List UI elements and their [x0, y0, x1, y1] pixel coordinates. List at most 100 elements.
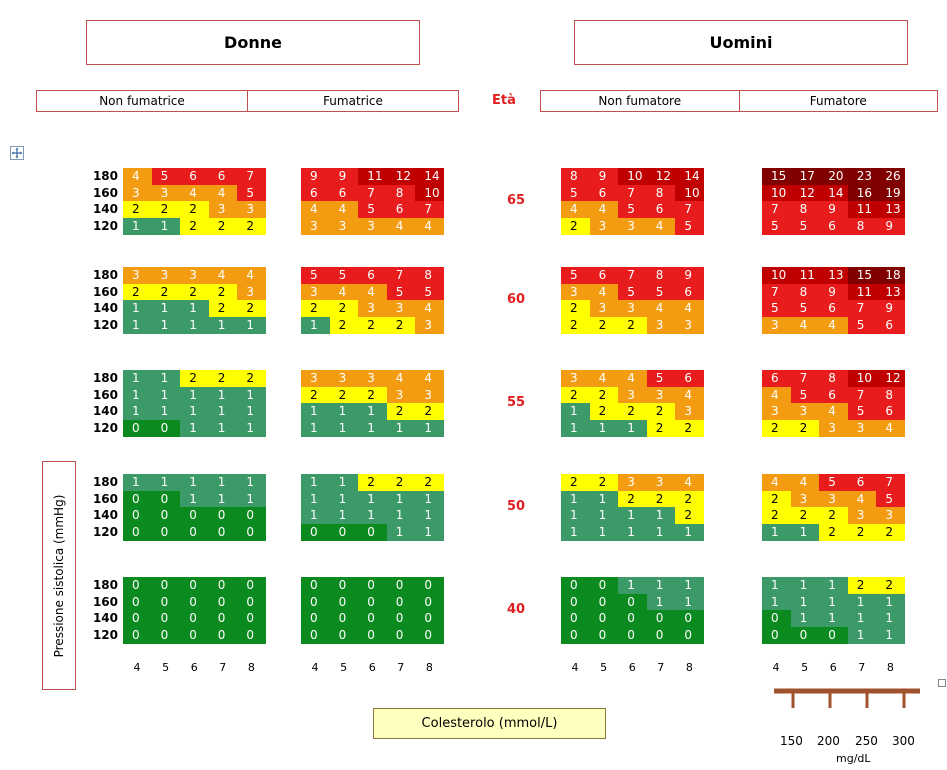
risk-cell: 4	[646, 300, 676, 318]
risk-cell: 3	[151, 184, 181, 202]
risk-cell: 0	[208, 523, 238, 541]
risk-cell: 7	[876, 474, 906, 491]
risk-cell: 0	[123, 593, 152, 611]
risk-cell: 0	[358, 626, 388, 644]
risk-cell: 0	[589, 577, 619, 594]
risk-cell: 3	[415, 386, 445, 404]
risk-cell: 4	[675, 386, 705, 404]
y-tick-label: 120	[92, 524, 118, 539]
risk-cell: 1	[180, 490, 210, 508]
y-tick-label: 180	[92, 475, 118, 489]
resize-handle[interactable]	[938, 679, 946, 687]
risk-cell: 5	[561, 184, 590, 202]
risk-cell: 4	[329, 283, 359, 301]
risk-cell: 9	[819, 283, 849, 301]
risk-cell: 2	[675, 507, 705, 525]
risk-cell: 3	[618, 386, 648, 404]
risk-cell: 9	[329, 168, 359, 185]
risk-cell: 19	[876, 184, 906, 202]
women-smoker-label: Fumatrice	[247, 91, 458, 111]
risk-cell: 4	[415, 300, 445, 318]
risk-cell: 4	[237, 267, 267, 284]
risk-cell: 1	[358, 507, 388, 525]
y-tick-label: 120	[92, 627, 118, 642]
risk-cell: 3	[876, 507, 906, 525]
x-tick-label: 5	[162, 661, 170, 674]
risk-cell: 0	[415, 610, 445, 628]
x-tick-label: 7	[219, 661, 227, 674]
x-tick-label: 7	[858, 661, 866, 674]
risk-cell: 1	[301, 474, 330, 491]
risk-cell: 26	[876, 168, 906, 185]
x-tick-label: 6	[829, 661, 837, 674]
risk-cell: 1	[180, 474, 210, 491]
x-tick-label: 5	[340, 661, 348, 674]
risk-cell: 10	[415, 184, 445, 202]
risk-cell: 13	[876, 201, 906, 219]
risk-cell: 3	[675, 403, 705, 421]
risk-cell: 2	[180, 201, 210, 219]
risk-cell: 6	[386, 201, 416, 219]
risk-cell: 4	[790, 316, 820, 334]
risk-cell: 6	[589, 184, 619, 202]
risk-cell: 5	[762, 300, 791, 318]
risk-cell: 1	[790, 523, 820, 541]
x-tick-label: 8	[685, 661, 693, 674]
x-tick-label: 7	[657, 661, 665, 674]
risk-cell: 2	[876, 577, 906, 594]
risk-cell: 1	[876, 626, 906, 644]
risk-cell: 9	[301, 168, 330, 185]
risk-cell: 3	[762, 316, 791, 334]
risk-cell: 0	[386, 610, 416, 628]
risk-cell: 3	[561, 283, 590, 301]
risk-cell: 0	[123, 490, 152, 508]
x-tick-label: 6	[190, 661, 198, 674]
risk-cell: 3	[358, 300, 388, 318]
risk-cell: 2	[123, 283, 152, 301]
risk-cell: 4	[301, 201, 330, 219]
risk-cell: 4	[876, 419, 906, 437]
x-tick-label: 4	[133, 661, 141, 674]
risk-cell: 1	[618, 577, 648, 594]
risk-cell: 0	[762, 626, 791, 644]
risk-cell: 1	[819, 593, 849, 611]
risk-cell: 1	[208, 316, 238, 334]
move-handle-icon[interactable]	[10, 146, 24, 160]
risk-cell: 2	[358, 386, 388, 404]
risk-cell: 0	[790, 626, 820, 644]
risk-cell: 5	[618, 283, 648, 301]
age-label-50: 50	[506, 499, 526, 515]
risk-cell: 3	[358, 370, 388, 387]
y-tick-label: 160	[92, 185, 118, 200]
risk-cell: 9	[589, 168, 619, 185]
risk-cell: 0	[358, 610, 388, 628]
risk-cell: 1	[208, 474, 238, 491]
risk-cell: 1	[415, 507, 445, 525]
risk-cell: 2	[151, 283, 181, 301]
risk-cell: 3	[208, 201, 238, 219]
risk-cell: 3	[790, 403, 820, 421]
x-tick-label: 6	[368, 661, 376, 674]
risk-cell: 0	[208, 593, 238, 611]
risk-cell: 8	[386, 184, 416, 202]
risk-cell: 3	[790, 490, 820, 508]
risk-cell: 1	[180, 419, 210, 437]
risk-cell: 0	[646, 626, 676, 644]
risk-cell: 3	[358, 217, 388, 235]
risk-cell: 1	[386, 507, 416, 525]
risk-cell: 0	[561, 577, 590, 594]
risk-cell: 1	[618, 523, 648, 541]
risk-cell: 1	[876, 593, 906, 611]
risk-cell: 1	[237, 386, 267, 404]
risk-cell: 0	[618, 593, 648, 611]
risk-cell: 0	[358, 523, 388, 541]
risk-cell: 12	[646, 168, 676, 185]
risk-cell: 4	[675, 300, 705, 318]
risk-cell: 4	[561, 201, 590, 219]
risk-cell: 0	[208, 577, 238, 594]
risk-cell: 2	[646, 490, 676, 508]
risk-cell: 1	[358, 403, 388, 421]
risk-cell: 2	[208, 283, 238, 301]
risk-cell: 1	[790, 577, 820, 594]
risk-cell: 1	[589, 507, 619, 525]
